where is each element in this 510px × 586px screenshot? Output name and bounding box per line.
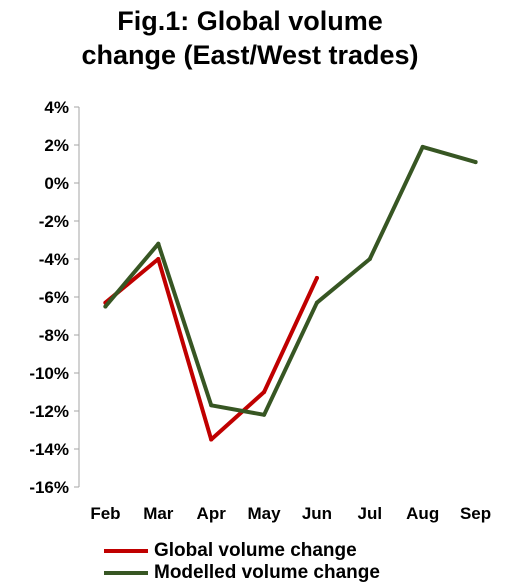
data-point	[262, 412, 267, 417]
chart-title-line-2: change (East/West trades)	[81, 40, 419, 70]
legend-item-modelled: Modelled volume change	[104, 562, 380, 584]
x-tick-label: Jun	[302, 504, 332, 523]
y-tick-label: -12%	[29, 402, 69, 421]
data-point	[156, 257, 161, 261]
series-layer	[103, 144, 478, 442]
y-tick-label: 4%	[44, 98, 69, 117]
x-tick-label: Sep	[460, 504, 491, 523]
legend-item-global: Global volume change	[104, 540, 380, 562]
y-tick-label: -2%	[39, 212, 69, 231]
legend: Global volume change Modelled volume cha…	[104, 540, 380, 584]
series-line-global	[103, 257, 319, 442]
x-tick-label: May	[248, 504, 282, 523]
x-tick-label: Apr	[197, 504, 227, 523]
data-point	[209, 403, 214, 408]
data-point	[262, 390, 267, 394]
x-tick-label: Feb	[90, 504, 120, 523]
x-axis: Feb Mar Apr May Jun Jul Aug Sep	[90, 504, 491, 523]
legend-label-modelled: Modelled volume change	[154, 562, 380, 583]
x-tick-label: Aug	[406, 504, 439, 523]
x-tick-label: Mar	[143, 504, 174, 523]
data-point	[420, 144, 425, 149]
legend-label-global: Global volume change	[154, 540, 357, 561]
legend-swatch-global	[104, 549, 148, 553]
y-tick-label: -14%	[29, 440, 69, 459]
data-point	[473, 160, 478, 165]
data-point	[209, 437, 214, 442]
x-tick-label: Jul	[358, 504, 383, 523]
y-tick-label: -6%	[39, 288, 69, 307]
chart-title: Fig.1: Global volume change (East/West t…	[0, 4, 500, 72]
data-point	[314, 276, 319, 280]
data-point	[103, 304, 108, 309]
y-axis: 4% 2% 0% -2% -4% -6% -8% -10% -12% -14% -16%	[29, 98, 80, 497]
series-line-modelled	[103, 144, 478, 417]
data-point	[156, 241, 161, 246]
chart-title-line-1: Fig.1: Global volume	[117, 6, 383, 36]
y-tick-label: -4%	[39, 250, 69, 269]
legend-swatch-modelled	[104, 571, 148, 575]
y-tick-label: 2%	[44, 136, 69, 155]
y-tick-label: -8%	[39, 326, 69, 345]
y-tick-label: -16%	[29, 478, 69, 497]
data-point	[314, 300, 319, 305]
data-point	[367, 257, 372, 261]
y-tick-label: 0%	[44, 174, 69, 193]
y-tick-label: -10%	[29, 364, 69, 383]
